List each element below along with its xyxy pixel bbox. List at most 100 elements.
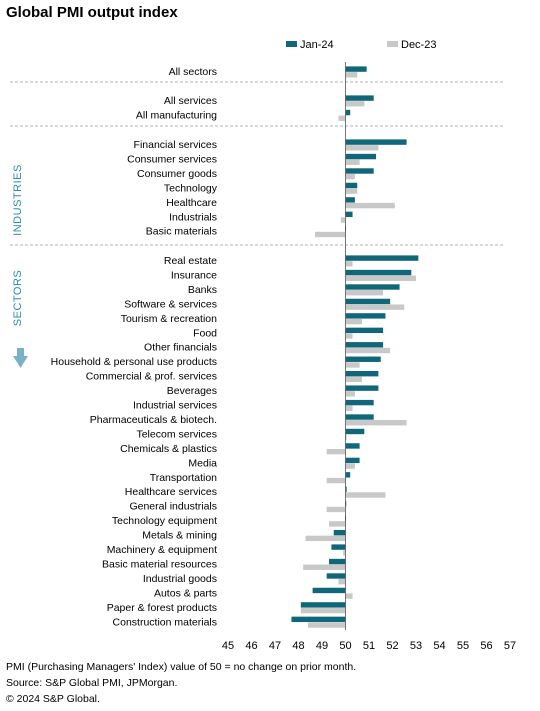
bar-dec-23-machinery-and-equipment (343, 550, 346, 556)
bar-jan-24-all-sectors (345, 66, 367, 72)
bar-dec-23-pharmaceuticals-and-biotech (345, 420, 407, 426)
bar-jan-24-consumer-services (345, 153, 377, 160)
bar-dec-23-transportation (326, 477, 346, 484)
category-label-software-and-services: Software & services (124, 298, 217, 310)
category-label-transportation: Transportation (150, 472, 217, 484)
category-label-basic-material-resources: Basic material resources (102, 558, 217, 570)
x-tick-50: 50 (339, 640, 351, 652)
bar-dec-23-tourism-and-recreation (345, 318, 362, 325)
footer-copyright: © 2024 S&P Global. (6, 693, 100, 705)
bar-dec-23-all-services (345, 101, 365, 107)
bar-jan-24-real-estate (345, 255, 419, 261)
category-label-insurance: Insurance (171, 269, 217, 281)
chart-title: Global PMI output index (6, 4, 178, 21)
category-label-media: Media (188, 457, 217, 469)
bar-jan-24-industrials (345, 211, 353, 218)
bar-jan-24-household-and-personal-use-products (345, 356, 381, 362)
footer-source: Source: S&P Global PMI, JPMorgan. (6, 677, 177, 689)
category-label-technology-equipment: Technology equipment (112, 515, 217, 527)
bar-dec-23-media (345, 463, 355, 469)
legend-swatch-dec-23 (387, 41, 398, 47)
bar-jan-24-metals-and-mining (333, 529, 346, 536)
bar-jan-24-other-financials (345, 342, 384, 348)
category-label-autos-and-parts: Autos & parts (154, 587, 217, 599)
bar-jan-24-banks (345, 284, 400, 290)
x-tick-57: 57 (504, 640, 516, 652)
bar-dec-23-healthcare-services (345, 492, 386, 498)
bar-dec-23-telecom-services (345, 434, 347, 440)
category-label-pharmaceuticals-and-biotech: Pharmaceuticals & biotech. (90, 414, 217, 426)
bar-jan-24-construction-materials (291, 616, 346, 623)
bar-jan-24-technology (345, 182, 358, 189)
bar-dec-23-commercial-and-prof-services (345, 376, 362, 383)
bar-dec-23-food (345, 333, 353, 339)
bar-dec-23-household-and-personal-use-products (345, 362, 360, 368)
bar-jan-24-basic-material-resources (329, 558, 346, 565)
bar-jan-24-telecom-services (345, 428, 365, 435)
category-label-all-services: All services (164, 95, 217, 107)
bar-jan-24-media (345, 457, 360, 464)
x-tick-52: 52 (386, 640, 398, 652)
bar-dec-23-metals-and-mining (305, 535, 346, 542)
x-axis-ticks: 45 46 47 48 49 50 51 52 53 54 55 56 57 (222, 640, 516, 652)
bar-jan-24-food (345, 327, 384, 334)
bar-dec-23-banks (345, 290, 384, 296)
bar-jan-24-healthcare-services (345, 486, 347, 492)
category-labels: All sectors All services All manufacturing… (51, 66, 218, 628)
bar-jan-24-industrial-services (345, 399, 374, 406)
category-label-beverages: Beverages (167, 385, 217, 397)
bar-dec-23-financial-services (345, 145, 379, 151)
legend-label-dec-23: Dec-23 (401, 39, 436, 51)
bar-dec-23-general-industrials (326, 506, 346, 513)
x-tick-48: 48 (292, 640, 304, 652)
bar-jan-24-chemicals-and-plastics (345, 443, 360, 449)
bar-jan-24-pharmaceuticals-and-biotech (345, 414, 374, 420)
bar-dec-23-technology (345, 188, 358, 194)
bar-dec-23-consumer-goods (345, 174, 355, 180)
bar-dec-23-other-financials (345, 347, 391, 354)
bar-dec-23-industrials (340, 217, 346, 223)
category-label-all-manufacturing: All manufacturing (136, 109, 217, 121)
bar-dec-23-real-estate (345, 261, 353, 267)
category-label-healthcare-services: Healthcare services (125, 486, 217, 498)
x-tick-56: 56 (480, 640, 492, 652)
bar-jan-24-transportation (345, 472, 351, 478)
bar-jan-24-machinery-and-equipment (331, 544, 346, 550)
bar-dec-23-construction-materials (307, 622, 346, 628)
bar-dec-23-beverages (345, 391, 355, 397)
bar-dec-23-all-sectors (345, 72, 358, 78)
category-label-construction-materials: Construction materials (113, 616, 217, 628)
bar-jan-24-all-services (345, 95, 374, 101)
category-label-real-estate: Real estate (164, 255, 217, 267)
bar-dec-23-insurance (345, 275, 416, 281)
bar-jan-24-healthcare (345, 197, 355, 203)
chart-legend: Jan-24 Dec-23 (286, 39, 436, 51)
bar-jan-24-industrial-goods (326, 573, 346, 579)
category-label-basic-materials: Basic materials (146, 226, 217, 238)
bar-dec-23-technology-equipment (329, 521, 346, 527)
category-label-commercial-and-prof-services: Commercial & prof. services (86, 371, 217, 383)
category-label-industrials: Industrials (169, 211, 217, 223)
bar-jan-24-consumer-goods (345, 168, 374, 174)
bar-jan-24-autos-and-parts (312, 587, 346, 594)
category-label-financial-services: Financial services (134, 139, 217, 151)
bar-jan-24-beverages (345, 385, 379, 391)
category-label-food: Food (193, 327, 217, 339)
category-label-all-sectors: All sectors (169, 66, 217, 78)
category-label-tourism-and-recreation: Tourism & recreation (121, 313, 217, 325)
footer-note: PMI (Purchasing Managers' Index) value o… (6, 661, 356, 673)
x-tick-47: 47 (269, 640, 281, 652)
bar-jan-24-financial-services (345, 139, 407, 145)
x-tick-45: 45 (222, 640, 234, 652)
group-dividers (10, 81, 505, 246)
category-label-chemicals-and-plastics: Chemicals & plastics (120, 443, 217, 455)
x-tick-53: 53 (410, 640, 422, 652)
category-label-general-industrials: General industrials (129, 501, 217, 513)
bar-dec-23-basic-materials (314, 231, 346, 238)
category-label-healthcare: Healthcare (166, 197, 217, 209)
category-label-technology: Technology (164, 182, 218, 194)
category-label-household-and-personal-use-products: Household & personal use products (51, 356, 217, 368)
category-label-industrial-goods: Industrial goods (143, 573, 217, 585)
bar-jan-24-all-manufacturing (345, 109, 351, 116)
category-label-consumer-goods: Consumer goods (137, 168, 217, 180)
